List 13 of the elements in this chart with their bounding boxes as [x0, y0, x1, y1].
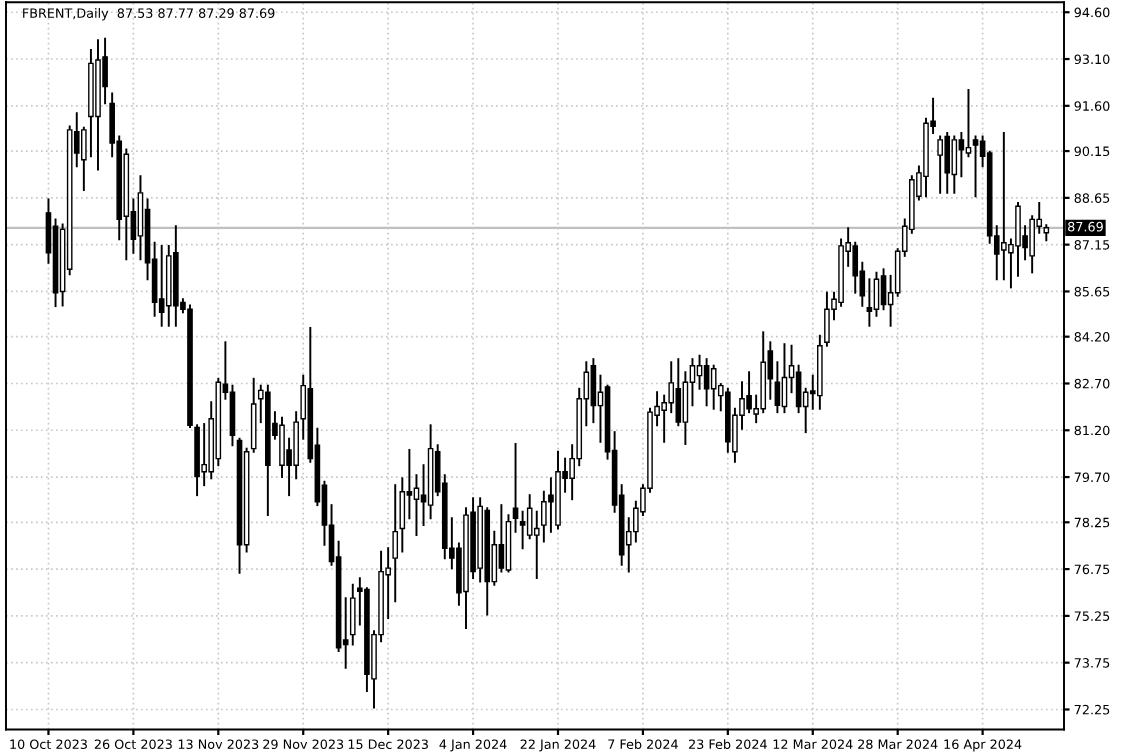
candlestick	[158, 244, 165, 327]
candlestick	[937, 135, 943, 194]
candlestick	[951, 135, 958, 194]
candlestick	[965, 88, 972, 158]
candlestick	[675, 358, 682, 427]
candlestick	[1001, 132, 1007, 281]
candlestick	[972, 135, 979, 198]
candlestick	[944, 132, 951, 194]
candlestick	[866, 278, 873, 327]
candlestick	[413, 474, 420, 537]
candlestick	[201, 423, 207, 487]
candlestick	[710, 364, 717, 410]
candlestick	[137, 175, 144, 261]
